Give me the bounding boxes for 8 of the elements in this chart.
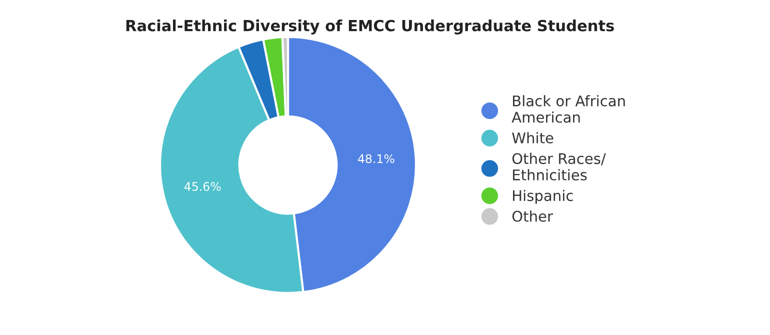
data-label: 45.6% — [184, 182, 221, 191]
data-label: 48.1% — [358, 154, 394, 164]
legend-label: Other — [512, 210, 553, 222]
legend-label: White — [512, 132, 554, 144]
chart-title: Racial-Ethnic Diversity of EMCC Undergraduate Students — [126, 20, 614, 34]
legend-label: Hispanic — [513, 190, 573, 204]
legend-label: Other Races/ Ethnicities — [512, 152, 606, 180]
legend-label: Black or African American — [512, 95, 625, 123]
